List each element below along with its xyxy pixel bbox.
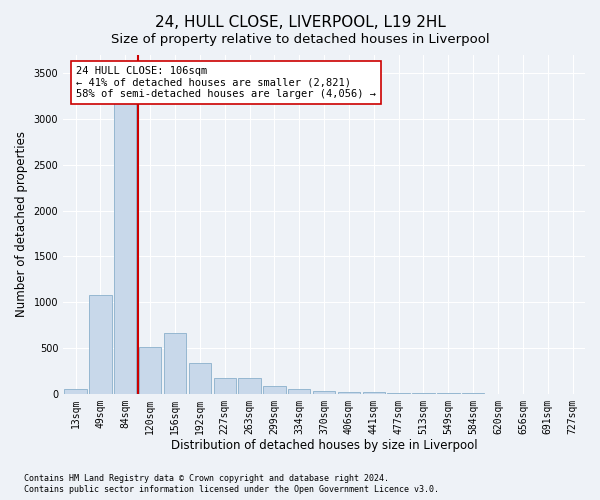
Bar [164,334,186,394]
Bar [114,80,136,394]
Y-axis label: Number of detached properties: Number of detached properties [15,132,28,318]
Bar [89,295,112,394]
Bar [238,378,261,394]
Bar [288,390,310,394]
Text: Contains HM Land Registry data © Crown copyright and database right 2024.: Contains HM Land Registry data © Crown c… [24,474,389,483]
Bar [338,392,360,394]
Text: Contains public sector information licensed under the Open Government Licence v3: Contains public sector information licen… [24,486,439,494]
Text: 24 HULL CLOSE: 106sqm
← 41% of detached houses are smaller (2,821)
58% of semi-d: 24 HULL CLOSE: 106sqm ← 41% of detached … [76,66,376,99]
Text: Size of property relative to detached houses in Liverpool: Size of property relative to detached ho… [110,32,490,46]
X-axis label: Distribution of detached houses by size in Liverpool: Distribution of detached houses by size … [171,440,478,452]
Bar [214,378,236,394]
Bar [139,347,161,394]
Bar [362,392,385,394]
Bar [412,393,434,394]
Bar [188,363,211,394]
Text: 24, HULL CLOSE, LIVERPOOL, L19 2HL: 24, HULL CLOSE, LIVERPOOL, L19 2HL [155,15,445,30]
Bar [388,393,410,394]
Bar [64,390,87,394]
Bar [313,390,335,394]
Bar [263,386,286,394]
